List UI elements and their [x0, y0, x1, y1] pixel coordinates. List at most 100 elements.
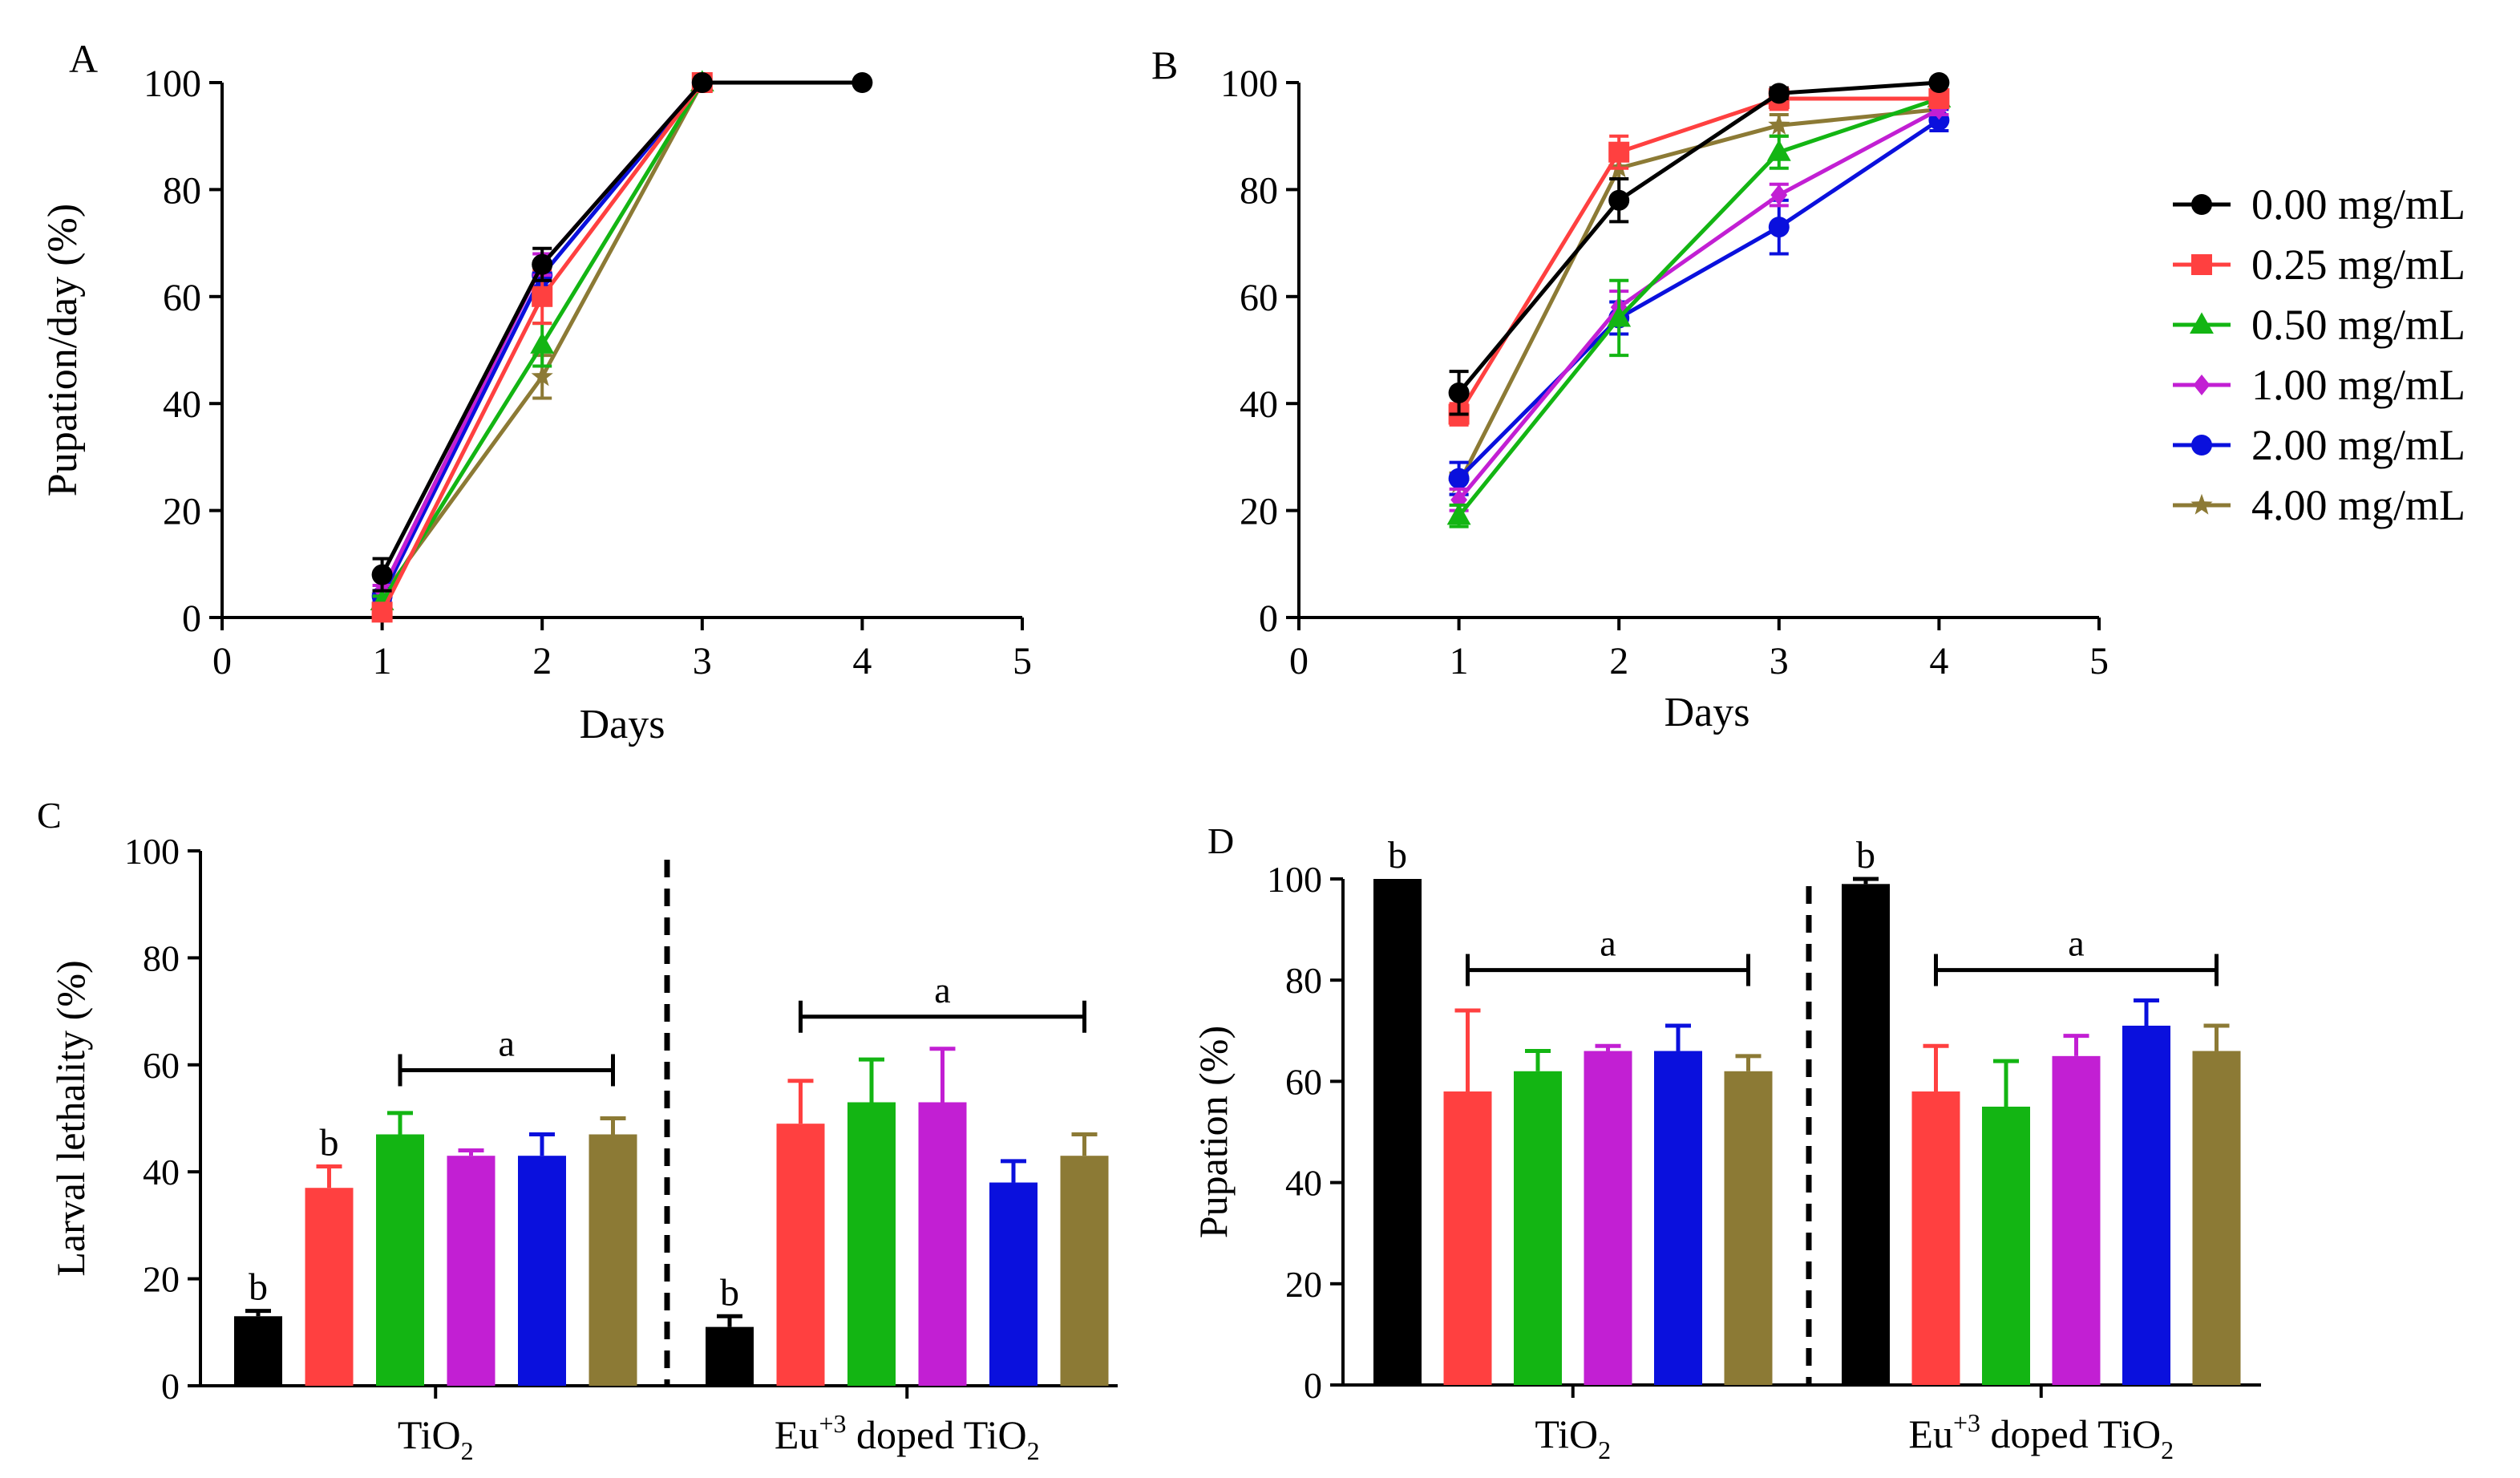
group-label-subscript: 2 — [461, 1436, 474, 1465]
legend-marker — [2191, 435, 2212, 456]
y-tick-label: 20 — [1285, 1264, 1322, 1305]
series-0-50-mg-ml — [1446, 86, 1952, 528]
x-tick-label: 0 — [1289, 640, 1309, 682]
data-point — [1928, 72, 1950, 93]
series-line — [1457, 80, 1940, 395]
y-axis-label: Larval lethality (%) — [48, 960, 93, 1276]
bar-0-50-mg-ml — [847, 1057, 896, 1386]
x-tick-label: 4 — [1929, 640, 1948, 682]
data-point — [1768, 83, 1790, 104]
y-tick-label: 100 — [1267, 859, 1322, 900]
series-2-00-mg-ml — [1448, 107, 1950, 496]
bar-1-00-mg-ml — [1584, 1043, 1632, 1385]
panel-a-line-chart: 0 1 2 3 4 5 0 20 40 60 80 100 Days Pupation/day (%) — [40, 63, 1032, 747]
y-tick-label: 100 — [144, 63, 201, 105]
series-line — [1457, 107, 1940, 501]
y-tick-label: 80 — [1285, 960, 1322, 1001]
significance-bracket: a — [398, 1022, 615, 1087]
series-line — [1457, 118, 1940, 480]
bar-2-00-mg-ml — [989, 1159, 1038, 1386]
axes: 0 1 2 3 4 5 0 20 40 60 80 100 Days Pupation/day (%) — [40, 63, 1032, 747]
legend-entry-4-00-mg-ml: 4.00 mg/mL — [2173, 481, 2465, 529]
significance-bracket: a — [1466, 923, 1750, 986]
significance-letter: b — [1856, 834, 1875, 877]
data-point — [371, 564, 393, 585]
x-axis-label: Days — [580, 702, 665, 747]
bar — [918, 1102, 967, 1386]
bar-0-00-mg-ml: b — [706, 1271, 754, 1386]
data-point — [1607, 305, 1632, 327]
bar-4-00-mg-ml — [589, 1116, 637, 1386]
bar — [234, 1316, 282, 1386]
legend-label: 0.50 mg/mL — [2251, 301, 2465, 349]
legend-marker — [2191, 254, 2212, 275]
data-point — [530, 332, 555, 354]
group-label: TiO2 — [398, 1412, 474, 1465]
bracket-label: a — [934, 970, 950, 1010]
significance-letter: b — [320, 1122, 339, 1164]
x-tick-label: 3 — [1770, 640, 1789, 682]
bar — [1911, 1091, 1960, 1385]
group-label-subscript: 2 — [1598, 1435, 1611, 1464]
bar-4-00-mg-ml — [1724, 1054, 1773, 1385]
y-tick-label: 40 — [1285, 1163, 1322, 1204]
bar — [1724, 1071, 1773, 1385]
y-tick-label: 100 — [124, 831, 180, 872]
y-tick-label: 80 — [163, 169, 201, 212]
bar — [847, 1102, 896, 1386]
legend-marker — [2191, 194, 2212, 215]
data-point — [1446, 503, 1471, 525]
data-point — [1448, 468, 1470, 489]
x-tick-label: 4 — [852, 640, 872, 682]
series-line — [380, 80, 863, 576]
panel-letter-b: B — [1151, 43, 1178, 87]
significance-bracket: a — [799, 970, 1086, 1033]
y-tick-label: 80 — [143, 937, 180, 978]
data-point — [371, 601, 393, 623]
panel-letter-c: C — [37, 795, 62, 836]
bar — [989, 1182, 1038, 1386]
y-tick-label: 40 — [1240, 383, 1278, 426]
bar-0-50-mg-ml — [1982, 1059, 2030, 1385]
y-tick-label: 60 — [1285, 1061, 1322, 1102]
data-point — [1608, 141, 1630, 163]
bar — [1373, 879, 1422, 1385]
y-tick-label: 0 — [1259, 597, 1278, 640]
group-label-superscript: +3 — [819, 1409, 846, 1438]
significance-letter: b — [249, 1266, 268, 1309]
y-tick-label: 20 — [163, 491, 201, 533]
x-tick-label: 5 — [2089, 640, 2109, 682]
group-label-text: doped TiO — [847, 1412, 1027, 1457]
legend-label: 4.00 mg/mL — [2251, 481, 2465, 529]
data-point — [532, 285, 553, 307]
series-line — [1457, 96, 1940, 415]
bar-0-25-mg-ml — [1443, 1008, 1492, 1385]
legend-entry-0-50-mg-ml: 0.50 mg/mL — [2173, 301, 2465, 349]
bar-1-00-mg-ml — [2052, 1034, 2101, 1385]
bar-0-25-mg-ml — [776, 1079, 825, 1386]
series-0-50-mg-ml — [370, 70, 714, 611]
x-tick-label: 2 — [532, 640, 552, 682]
bar — [1443, 1091, 1492, 1385]
bar-group-tio2: b b TiO2 — [234, 1111, 637, 1465]
bar-1-00-mg-ml — [447, 1148, 496, 1386]
y-tick-label: 60 — [163, 277, 201, 319]
legend-entry-2-00-mg-ml: 2.00 mg/mL — [2173, 421, 2465, 469]
legend-label: 1.00 mg/mL — [2251, 361, 2465, 409]
legend-label: 0.25 mg/mL — [2251, 241, 2465, 289]
bar-2-00-mg-ml — [2122, 998, 2170, 1385]
bar — [518, 1156, 566, 1386]
significance-letter: b — [1388, 834, 1407, 877]
bar — [447, 1156, 496, 1386]
bar-4-00-mg-ml — [1060, 1132, 1109, 1386]
x-tick-label: 5 — [1013, 640, 1032, 682]
group-label: Eu+3 doped TiO2 — [1908, 1408, 2174, 1464]
bar-0-00-mg-ml: b — [234, 1266, 282, 1386]
group-label-text: Eu — [775, 1412, 819, 1457]
legend-entry-0-25-mg-ml: 0.25 mg/mL — [2173, 241, 2465, 289]
bar-1-00-mg-ml — [918, 1047, 967, 1386]
legend-marker — [2193, 375, 2211, 395]
panel-letter-a: A — [69, 36, 98, 81]
group-label: Eu+3 doped TiO2 — [775, 1409, 1040, 1465]
